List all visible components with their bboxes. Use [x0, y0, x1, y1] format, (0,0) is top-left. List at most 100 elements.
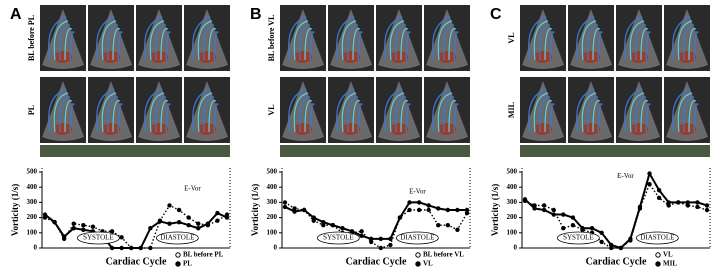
echo-sector	[330, 9, 372, 69]
data-point	[186, 223, 191, 228]
data-point	[532, 206, 537, 211]
data-point	[599, 239, 604, 245]
blood-flow	[198, 123, 216, 135]
legend-marker	[175, 252, 181, 258]
legend-label: MIL	[663, 260, 677, 268]
y-tick-label: 0	[274, 244, 278, 252]
streamline	[288, 16, 307, 61]
y-tick-label: 0	[514, 244, 518, 252]
y-tick-label: 100	[267, 228, 278, 236]
streamline	[683, 24, 695, 61]
data-point	[148, 226, 153, 231]
blood-flow	[198, 51, 216, 63]
data-point	[666, 200, 671, 205]
echo-sector	[186, 9, 228, 69]
streamline	[208, 28, 217, 61]
streamline	[544, 28, 553, 61]
streamline	[592, 100, 601, 133]
echo-sector	[618, 9, 660, 69]
data-point	[71, 226, 76, 231]
streamline	[59, 96, 71, 133]
blood-flow	[390, 51, 408, 63]
streamline	[155, 96, 167, 133]
echo-sector	[378, 81, 420, 141]
data-point	[599, 230, 604, 235]
y-tick-label: 500	[27, 168, 38, 176]
data-point	[215, 218, 220, 223]
echo-sector	[330, 81, 372, 141]
y-tick-label: 400	[27, 183, 38, 191]
data-point	[109, 229, 115, 234]
streamline	[539, 24, 551, 61]
streamline	[352, 28, 361, 61]
data-point	[90, 224, 96, 229]
legend-marker	[655, 261, 661, 267]
data-point	[311, 215, 316, 220]
streamline	[389, 92, 405, 133]
data-point	[445, 223, 451, 228]
streamline	[587, 24, 599, 61]
data-point	[224, 212, 230, 217]
streamline	[149, 92, 165, 133]
streamline	[48, 16, 67, 61]
streamline	[437, 92, 453, 133]
ecg-strip	[280, 145, 470, 157]
streamline	[672, 88, 691, 133]
streamline	[432, 88, 451, 133]
data-point	[378, 245, 383, 251]
streamline	[112, 28, 121, 61]
data-point	[407, 200, 412, 205]
streamline	[405, 103, 411, 133]
y-tick-label: 400	[267, 183, 278, 191]
streamline	[341, 20, 357, 61]
data-point	[637, 204, 643, 210]
streamline	[357, 31, 363, 61]
streamline	[688, 28, 697, 61]
streamline	[549, 103, 555, 133]
blood-flow	[102, 123, 120, 135]
streamline	[112, 100, 121, 133]
blood-flow	[54, 51, 72, 63]
data-point	[224, 215, 230, 220]
streamline	[635, 24, 647, 61]
x-axis-label: Cardiac Cycle	[346, 256, 407, 267]
blood-flow	[438, 123, 456, 135]
x-axis-label: Cardiac Cycle	[586, 256, 647, 267]
data-point	[167, 221, 172, 226]
streamline	[347, 96, 359, 133]
data-point	[109, 245, 115, 251]
data-point	[369, 236, 374, 242]
data-point	[119, 235, 124, 240]
data-point	[609, 242, 614, 248]
streamline	[683, 96, 695, 133]
streamline	[299, 96, 311, 133]
data-point	[464, 207, 470, 213]
streamline	[597, 31, 603, 61]
y-axis-label: Vorticity (1/s)	[490, 184, 500, 236]
data-point	[71, 221, 76, 226]
blood-flow	[150, 51, 168, 63]
streamline	[645, 31, 651, 61]
data-point	[186, 215, 191, 220]
phase-label: DIASTOLE	[400, 234, 434, 242]
image-row-label: VL	[267, 104, 276, 115]
streamline	[389, 20, 405, 61]
annotation-evor: E-Vor	[617, 172, 634, 180]
data-point	[416, 200, 422, 205]
streamline	[597, 103, 603, 133]
streamline	[299, 24, 311, 61]
image-row-label: BL before VL	[267, 15, 276, 62]
streamline	[587, 96, 599, 133]
data-point	[282, 200, 288, 205]
phase-ellipse	[316, 231, 360, 245]
legend-label: VL	[423, 260, 433, 268]
echo-sector	[570, 9, 612, 69]
echo-sector	[570, 81, 612, 141]
streamline	[677, 92, 693, 133]
echo-sector	[522, 9, 564, 69]
series-line	[44, 211, 228, 249]
data-point	[148, 245, 153, 251]
data-point	[580, 226, 585, 231]
streamline	[197, 92, 213, 133]
